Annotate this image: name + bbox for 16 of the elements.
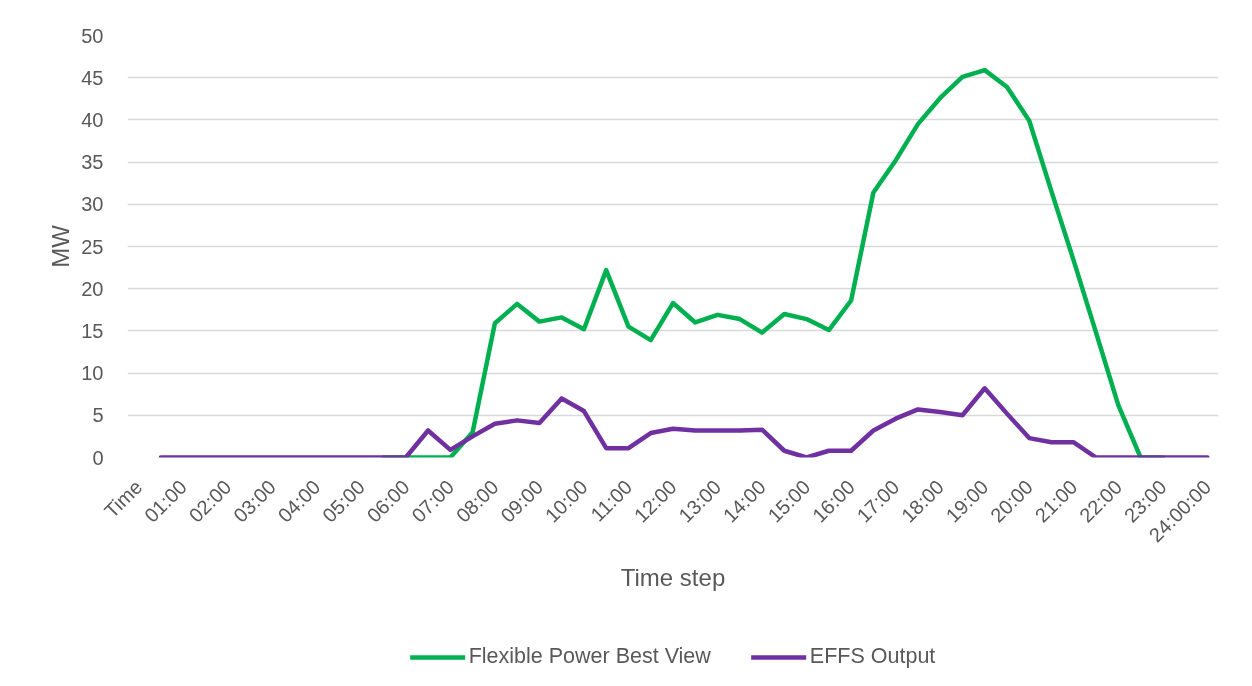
- y-tick-label: 30: [81, 193, 104, 216]
- y-tick-label: 50: [81, 24, 104, 47]
- y-tick-label: 10: [81, 362, 104, 385]
- y-tick-label: 40: [81, 108, 104, 131]
- line-series: [158, 386, 1210, 458]
- x-axis-title: Time step: [620, 564, 726, 592]
- y-tick-label: 5: [92, 404, 104, 427]
- y-tick-label: 35: [81, 151, 104, 174]
- y-tick-label: 15: [81, 319, 104, 342]
- y-tick-label: 20: [81, 277, 104, 300]
- y-tick-label: 45: [81, 66, 104, 89]
- legend-label: Flexible Power Best View: [468, 644, 711, 669]
- y-tick-label: 0: [92, 446, 104, 469]
- y-tick-label: 25: [81, 235, 104, 258]
- y-axis-title: MW: [47, 224, 75, 268]
- legend-label: EFFS Output: [809, 644, 936, 669]
